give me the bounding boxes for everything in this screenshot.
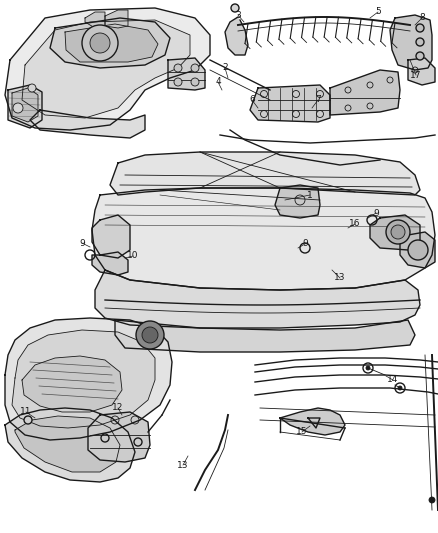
Polygon shape <box>92 188 435 290</box>
Polygon shape <box>330 70 400 115</box>
Polygon shape <box>22 356 122 412</box>
Text: 15: 15 <box>296 427 308 437</box>
Circle shape <box>174 78 182 86</box>
Polygon shape <box>15 416 120 472</box>
Text: 14: 14 <box>387 376 399 384</box>
Circle shape <box>142 327 158 343</box>
Text: 9: 9 <box>302 239 308 248</box>
Text: 13: 13 <box>177 461 189 470</box>
Circle shape <box>398 386 402 390</box>
Polygon shape <box>110 152 420 195</box>
Text: 13: 13 <box>334 273 346 282</box>
Text: 8: 8 <box>419 13 425 22</box>
Circle shape <box>13 103 23 113</box>
Polygon shape <box>280 408 345 435</box>
Text: 4: 4 <box>215 77 221 86</box>
Circle shape <box>191 64 199 72</box>
Polygon shape <box>390 15 432 70</box>
Text: 11: 11 <box>20 408 32 416</box>
Polygon shape <box>5 408 135 482</box>
Circle shape <box>191 78 199 86</box>
Polygon shape <box>275 185 320 218</box>
Circle shape <box>386 220 410 244</box>
Circle shape <box>408 240 428 260</box>
Circle shape <box>24 416 32 424</box>
Circle shape <box>416 38 424 46</box>
Circle shape <box>136 321 164 349</box>
Circle shape <box>231 4 239 12</box>
Polygon shape <box>250 85 330 122</box>
Polygon shape <box>408 58 435 85</box>
Text: 12: 12 <box>112 403 124 413</box>
Text: 2: 2 <box>222 63 228 72</box>
Circle shape <box>391 225 405 239</box>
Polygon shape <box>85 12 105 28</box>
Text: 6: 6 <box>249 95 255 104</box>
Polygon shape <box>370 215 420 250</box>
Text: 16: 16 <box>349 220 361 229</box>
Text: 9: 9 <box>79 238 85 247</box>
Polygon shape <box>12 330 155 428</box>
Circle shape <box>28 84 36 92</box>
Circle shape <box>90 33 110 53</box>
Text: 10: 10 <box>127 252 139 261</box>
Polygon shape <box>115 320 415 352</box>
Circle shape <box>416 52 424 60</box>
Polygon shape <box>65 24 158 62</box>
Text: 9: 9 <box>373 208 379 217</box>
Circle shape <box>429 497 435 503</box>
Polygon shape <box>92 252 128 275</box>
Polygon shape <box>168 58 205 90</box>
Polygon shape <box>225 17 248 55</box>
Polygon shape <box>105 10 128 28</box>
Polygon shape <box>92 215 130 258</box>
Polygon shape <box>30 110 145 138</box>
Polygon shape <box>5 318 172 440</box>
Polygon shape <box>50 18 170 68</box>
Polygon shape <box>88 412 150 462</box>
Circle shape <box>82 25 118 61</box>
Polygon shape <box>8 85 42 128</box>
Text: 7: 7 <box>315 95 321 104</box>
Polygon shape <box>12 88 38 122</box>
Polygon shape <box>95 270 420 328</box>
Circle shape <box>174 64 182 72</box>
Circle shape <box>366 366 370 370</box>
Text: 3: 3 <box>235 11 241 20</box>
Polygon shape <box>22 20 190 118</box>
Text: 5: 5 <box>375 7 381 17</box>
Polygon shape <box>400 232 435 268</box>
Circle shape <box>416 24 424 32</box>
Text: 1: 1 <box>307 190 313 199</box>
Polygon shape <box>5 8 210 130</box>
Text: 17: 17 <box>410 70 422 79</box>
